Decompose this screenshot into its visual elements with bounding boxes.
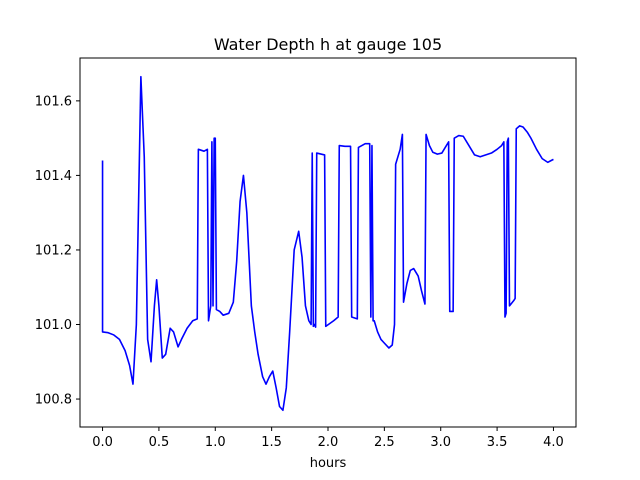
series-line-0	[101, 75, 554, 412]
x-tick-label: 4.0	[543, 435, 564, 450]
x-tick-label: 1.5	[261, 435, 282, 450]
x-tick-label: 2.0	[318, 435, 339, 450]
x-tick-label: 1.0	[205, 435, 226, 450]
x-tick-label: 2.5	[374, 435, 395, 450]
y-tick-label: 100.8	[35, 393, 72, 408]
y-tick-label: 101.2	[35, 243, 72, 258]
x-tick-label: 0.5	[149, 435, 170, 450]
plot-frame	[79, 57, 577, 428]
x-tick-label: 0.0	[92, 435, 113, 450]
y-axis: 100.8 101.0 101.2 101.4 101.6	[35, 94, 80, 408]
y-tick-label: 101.4	[35, 169, 72, 184]
x-tick-label: 3.5	[487, 435, 508, 450]
x-tick-label: 3.0	[430, 435, 451, 450]
y-tick-label: 101.0	[35, 318, 72, 333]
x-axis-label: hours	[310, 456, 347, 471]
series-layer	[101, 75, 554, 412]
chart-title: Water Depth h at gauge 105	[214, 35, 442, 54]
y-tick-label: 101.6	[35, 94, 72, 109]
x-axis: 0.0 0.5 1.0 1.5 2.0 2.5 3.0 3.5 4.0	[92, 427, 564, 450]
